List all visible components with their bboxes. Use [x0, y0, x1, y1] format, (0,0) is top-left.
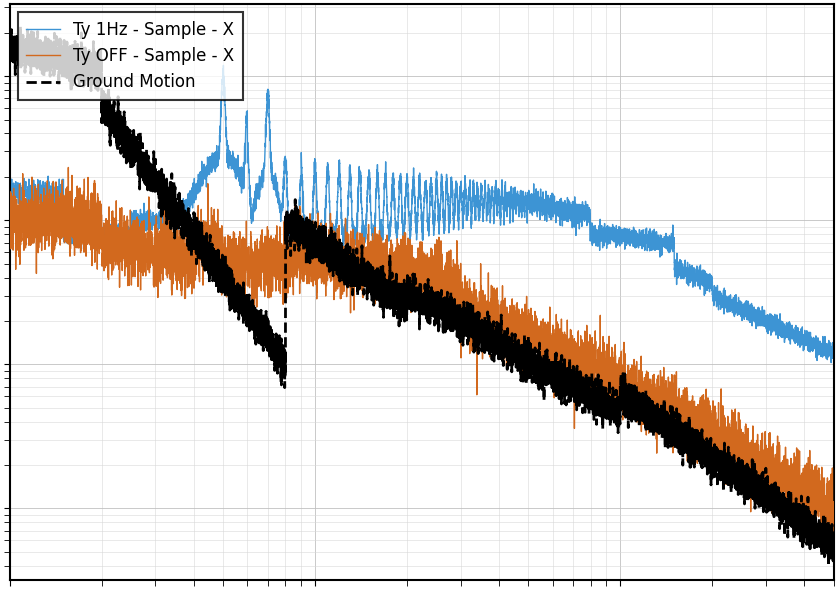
Ty OFF - Sample - X: [493, 340, 503, 347]
Ty OFF - Sample - X: [64, 164, 74, 171]
Ty OFF - Sample - X: [46, 221, 56, 228]
Ty 1Hz - Sample - X: [303, 232, 313, 240]
Ground Motion: [493, 324, 503, 331]
Line: Ground Motion: Ground Motion: [10, 26, 834, 566]
Ty 1Hz - Sample - X: [46, 188, 56, 195]
Ground Motion: [529, 354, 539, 361]
Ty OFF - Sample - X: [529, 333, 539, 340]
Ground Motion: [46, 42, 56, 50]
Ty 1Hz - Sample - X: [616, 236, 626, 243]
Ty 1Hz - Sample - X: [219, 62, 229, 69]
Ty OFF - Sample - X: [829, 510, 838, 517]
Ty OFF - Sample - X: [616, 379, 626, 386]
Ground Motion: [5, 45, 15, 52]
Ground Motion: [15, 22, 25, 30]
Ty OFF - Sample - X: [303, 256, 313, 263]
Ground Motion: [824, 563, 834, 570]
Line: Ty OFF - Sample - X: Ty OFF - Sample - X: [10, 168, 834, 557]
Ground Motion: [303, 230, 313, 237]
Ty 1Hz - Sample - X: [660, 240, 670, 247]
Ground Motion: [660, 422, 670, 429]
Line: Ty 1Hz - Sample - X: Ty 1Hz - Sample - X: [10, 65, 834, 363]
Ground Motion: [829, 551, 838, 558]
Ty 1Hz - Sample - X: [829, 351, 838, 358]
Ground Motion: [616, 392, 626, 399]
Ty OFF - Sample - X: [828, 553, 838, 560]
Ty 1Hz - Sample - X: [5, 181, 15, 188]
Legend: Ty 1Hz - Sample - X, Ty OFF - Sample - X, Ground Motion: Ty 1Hz - Sample - X, Ty OFF - Sample - X…: [18, 12, 242, 100]
Ty 1Hz - Sample - X: [529, 194, 539, 201]
Ty 1Hz - Sample - X: [493, 212, 503, 219]
Ty 1Hz - Sample - X: [826, 359, 836, 366]
Ty OFF - Sample - X: [660, 407, 670, 414]
Ty OFF - Sample - X: [5, 211, 15, 218]
